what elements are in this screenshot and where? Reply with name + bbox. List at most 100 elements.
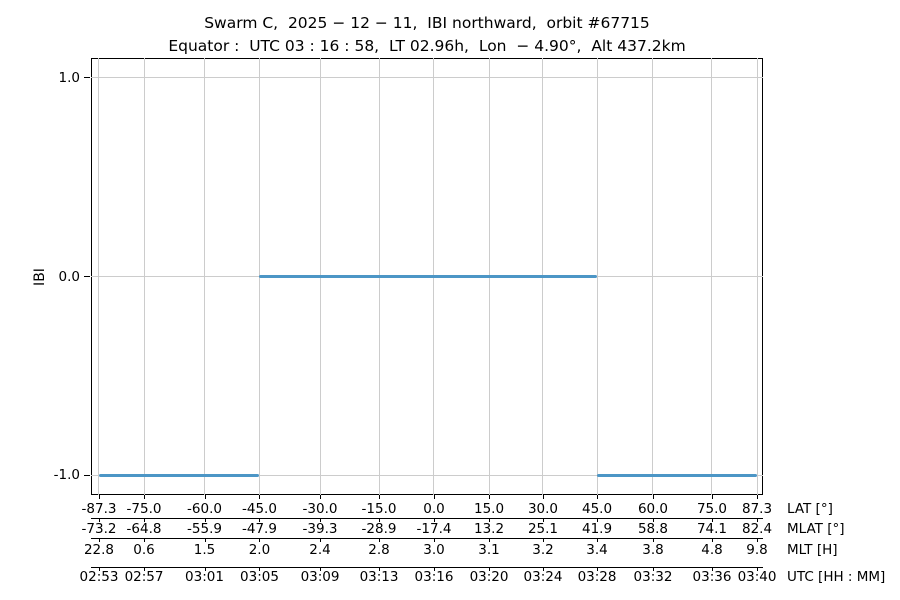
x-tick-label: 0.6: [133, 542, 155, 558]
x-tick-label: 3.8: [642, 542, 664, 558]
x-tick-label: 3.0: [423, 542, 445, 558]
x-tick-label: 03:20: [469, 569, 509, 585]
x-tick: [144, 538, 146, 542]
x-tick-label: 58.8: [637, 521, 669, 537]
axis-row-label: UTC [HH : MM]: [787, 569, 886, 585]
x-tick: [379, 518, 381, 522]
x-tick-label: 1.5: [193, 542, 216, 558]
x-tick: [433, 495, 435, 499]
x-tick-label: 03:01: [185, 569, 224, 585]
x-tick: [98, 495, 100, 499]
axis-spine: [91, 538, 763, 539]
x-tick: [757, 518, 759, 522]
axis-row-label: LAT [°]: [787, 501, 833, 517]
ibi-line-segment: [597, 473, 758, 477]
x-tick-label: 4.8: [701, 542, 723, 558]
x-tick-label: 74.1: [696, 521, 728, 537]
x-tick: [204, 538, 206, 542]
x-tick-label: 13.2: [473, 521, 505, 537]
x-tick-label: -87.3: [81, 501, 117, 517]
y-tick-label: 0.0: [58, 268, 80, 285]
x-tick-label: 03:36: [692, 569, 732, 585]
x-tick: [433, 567, 435, 571]
y-gridline: [91, 77, 763, 79]
x-tick: [711, 567, 713, 571]
x-tick-label: 75.0: [696, 501, 728, 517]
x-tick-label: -28.9: [361, 521, 397, 537]
x-tick: [711, 538, 713, 542]
x-tick: [542, 538, 544, 542]
axis-spine: [91, 518, 763, 519]
plot-title: Swarm C, 2025 − 12 − 11, IBI northward, …: [204, 14, 650, 32]
x-tick-label: 02:57: [124, 569, 164, 585]
x-tick-label: -39.3: [302, 521, 338, 537]
x-tick: [204, 518, 206, 522]
x-tick: [259, 518, 261, 522]
x-tick: [757, 538, 759, 542]
x-tick-label: 60.0: [637, 501, 669, 517]
x-tick: [597, 567, 599, 571]
x-tick-label: -64.8: [126, 521, 162, 537]
x-tick: [433, 518, 435, 522]
x-tick: [489, 495, 491, 499]
y-tick: [84, 276, 90, 277]
y-tick-label: 1.0: [58, 69, 80, 86]
x-tick: [259, 567, 261, 571]
x-tick: [711, 518, 713, 522]
x-tick-label: 22.8: [83, 542, 115, 558]
x-tick-label: 45.0: [581, 501, 613, 517]
x-tick: [652, 567, 654, 571]
x-tick: [652, 538, 654, 542]
x-tick-label: -60.0: [187, 501, 222, 517]
x-tick-label: 0.0: [423, 501, 445, 517]
y-tick: [84, 77, 90, 79]
x-tick-label: 82.4: [741, 521, 773, 537]
x-tick-label: 9.8: [746, 542, 768, 558]
x-tick-label: -47.9: [242, 521, 277, 537]
x-tick-label: 87.3: [741, 501, 773, 517]
axis-row-label: MLT [H]: [787, 542, 838, 558]
x-tick-label: -30.0: [302, 501, 338, 517]
x-tick: [144, 518, 146, 522]
x-tick: [597, 518, 599, 522]
x-tick: [98, 567, 100, 571]
x-tick: [757, 567, 759, 571]
x-tick: [379, 538, 381, 542]
x-tick-label: 03:24: [523, 569, 563, 585]
x-tick-label: -55.9: [187, 521, 222, 537]
x-tick: [320, 567, 322, 571]
x-tick-label: 3.4: [586, 542, 608, 558]
x-tick: [711, 495, 713, 499]
x-tick: [320, 538, 322, 542]
x-tick: [542, 567, 544, 571]
x-tick-label: 03:16: [414, 569, 454, 585]
x-tick-label: -75.0: [126, 501, 162, 517]
y-tick: [84, 474, 90, 476]
x-tick: [489, 518, 491, 522]
x-tick: [259, 495, 261, 499]
x-tick-label: 3.1: [478, 542, 500, 558]
x-tick-label: 02:53: [79, 569, 119, 585]
x-tick: [542, 495, 544, 499]
x-tick-label: 41.9: [581, 521, 613, 537]
x-tick-label: 2.8: [368, 542, 390, 558]
x-tick: [652, 518, 654, 522]
x-tick: [542, 518, 544, 522]
x-tick: [597, 495, 599, 499]
x-tick: [597, 538, 599, 542]
x-tick-label: 2.4: [309, 542, 331, 558]
x-tick-label: 03:05: [240, 569, 279, 585]
x-tick-label: -73.2: [81, 521, 117, 537]
x-tick: [489, 567, 491, 571]
y-gridline: [91, 474, 763, 476]
x-tick-label: 30.0: [527, 501, 559, 517]
ibi-line-segment: [259, 275, 597, 278]
axis-row-label: MLAT [°]: [787, 521, 845, 537]
x-tick-label: 03:09: [300, 569, 340, 585]
x-tick: [144, 495, 146, 499]
x-tick: [144, 567, 146, 571]
x-tick: [259, 538, 261, 542]
x-tick-label: 2.0: [248, 542, 271, 558]
